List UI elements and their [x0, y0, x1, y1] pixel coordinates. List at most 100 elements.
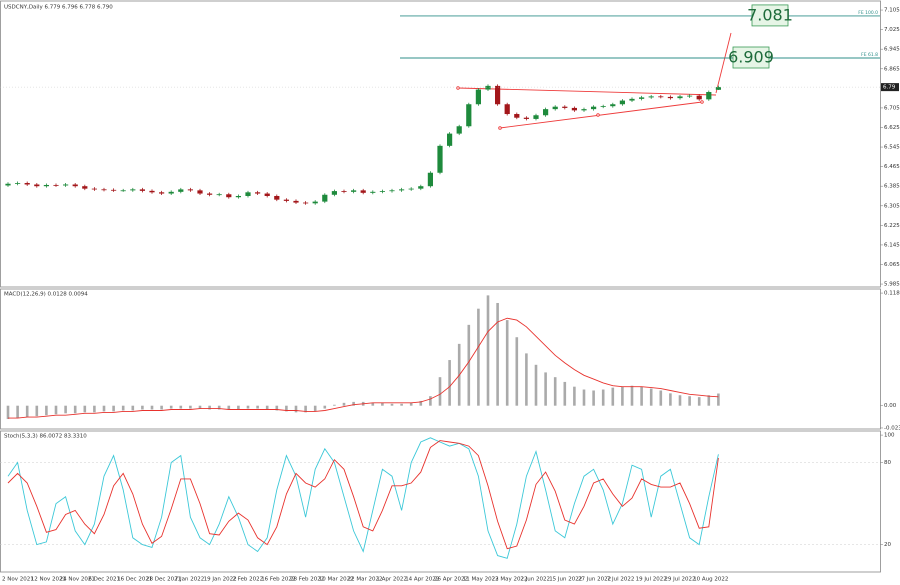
macd-bar [669, 393, 672, 406]
candle-body [562, 106, 568, 108]
stoch-d-line [7, 440, 719, 550]
macd-bar [717, 393, 720, 406]
macd-bar [179, 405, 183, 409]
macd-bar [534, 364, 538, 406]
candle-body [159, 192, 165, 194]
triangle-lower [499, 101, 703, 129]
macd-bar [121, 405, 125, 411]
candle-body [600, 106, 606, 108]
y-tick-label: -0.0234 [884, 425, 900, 431]
y-tick-label: 6.225 [884, 223, 900, 229]
macd-bar [486, 295, 490, 406]
candle-body [264, 193, 270, 196]
candle-body [696, 95, 702, 100]
macd-bar [150, 405, 154, 410]
y-tick-label: 6.625 [884, 125, 900, 131]
macd-bar [381, 402, 384, 406]
macd-bar [649, 388, 653, 406]
macd-bar [198, 405, 202, 409]
candle-body [667, 96, 673, 99]
macd-bar [217, 405, 221, 410]
fib-label: FE 100.0 [858, 10, 878, 16]
macd-bar [160, 405, 163, 410]
price-panel-frame [0, 0, 881, 288]
candle-body [495, 85, 501, 105]
y-tick-label: 20 [884, 542, 891, 548]
macd-bar [601, 389, 605, 406]
macd-bar [544, 372, 547, 406]
candle-body [591, 106, 597, 110]
candle-body [187, 189, 193, 191]
x-tick-label: 2 Feb 2022 [232, 577, 263, 583]
candle-body [101, 189, 107, 191]
macd-bar [6, 405, 10, 420]
y-tick-label: 6.305 [884, 203, 900, 209]
macd-bar [419, 400, 423, 406]
candle-body [408, 188, 414, 190]
macd-bar [621, 386, 624, 406]
candle-body [504, 104, 510, 115]
candle-body [168, 191, 174, 194]
candle-body [5, 183, 11, 186]
y-tick-label: 6.385 [884, 184, 900, 190]
candle-body [379, 191, 385, 192]
macd-bar [169, 405, 173, 409]
candle-body [427, 172, 433, 187]
macd-bar [102, 405, 106, 412]
macd-bar [131, 405, 135, 411]
macd-bar [256, 405, 259, 409]
candle-body [216, 194, 222, 196]
macd-bar [323, 405, 327, 409]
candle-body [629, 98, 635, 101]
candle-body [235, 195, 241, 198]
candle-body [466, 104, 472, 127]
macd-bar [35, 405, 39, 417]
x-tick-label: 19 Jan 2022 [204, 577, 237, 583]
candle-body [523, 117, 529, 119]
x-tick-label: 10 Mar 2022 [319, 577, 354, 583]
candle-body [245, 192, 251, 196]
macd-bar [208, 405, 211, 410]
macd-bar [189, 405, 192, 409]
macd-bar [112, 405, 115, 412]
candle-body [571, 107, 577, 111]
macd-signal-line [8, 317, 719, 419]
candle-body [610, 104, 616, 107]
candle-body [341, 191, 347, 192]
candle-body [639, 97, 645, 99]
macd-bar [371, 402, 375, 406]
x-tick-label: 19 Jul 2022 [636, 577, 667, 583]
x-tick-label: 15 Jun 2022 [549, 577, 582, 583]
candle-body [514, 114, 520, 118]
chart-title: Stoch(5,3,3) 86.0072 83.3310 [4, 434, 87, 440]
candle-body [648, 96, 654, 98]
fib-value-box [732, 46, 770, 69]
macd-bar [275, 405, 279, 411]
macd-bar [525, 353, 528, 406]
candle-body [274, 195, 280, 200]
macd-bar [352, 401, 355, 406]
candle-body [43, 184, 49, 187]
candle-body [226, 194, 232, 198]
y-tick-label: 80 [884, 460, 891, 466]
x-tick-label: 16 Feb 2022 [261, 577, 295, 583]
macd-bar [64, 405, 67, 414]
candle-body [130, 189, 136, 191]
anchor-point [596, 113, 600, 117]
candle-body [370, 191, 376, 193]
macd-bar [313, 405, 317, 412]
candle-body [331, 191, 337, 195]
macd-bar [659, 390, 663, 406]
macd-bar [592, 390, 595, 406]
fib-value: 6.909 [728, 48, 774, 67]
x-tick-label: 27 Jun 2022 [578, 577, 611, 583]
candle-body [360, 190, 366, 193]
macd-bar [553, 377, 557, 406]
macd-bar [400, 403, 403, 406]
macd-bar [227, 405, 231, 410]
macd-bar [496, 302, 499, 406]
macd-bar [611, 387, 615, 406]
y-tick-label: 100 [884, 433, 895, 439]
candle-body [706, 92, 712, 100]
